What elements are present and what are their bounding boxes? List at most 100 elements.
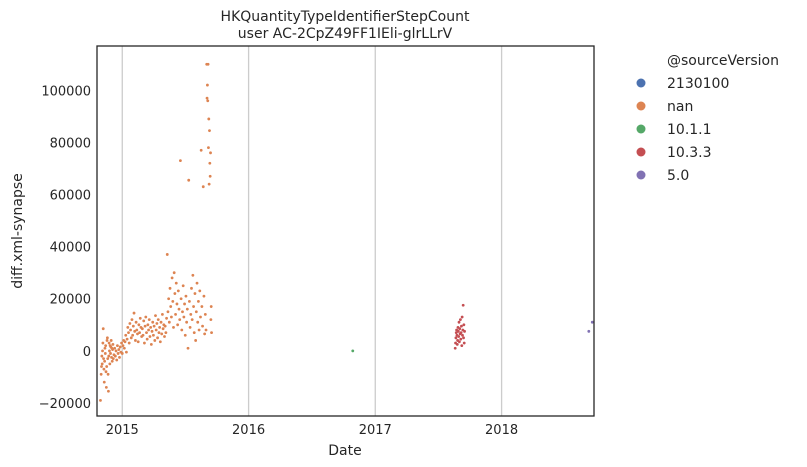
x-tick-label: 2016 (232, 423, 265, 438)
data-point (189, 312, 193, 316)
data-point (458, 327, 462, 331)
data-point (185, 307, 189, 311)
data-point (200, 305, 204, 308)
data-point (183, 302, 186, 306)
data-point (108, 349, 111, 353)
data-point (454, 331, 458, 335)
data-point (183, 333, 187, 337)
data-point (146, 323, 150, 327)
data-point (187, 178, 191, 182)
data-point (124, 333, 128, 337)
legend-marker (636, 147, 646, 157)
data-point (194, 310, 198, 314)
data-point (118, 355, 121, 359)
data-point (208, 129, 211, 133)
data-point (103, 346, 107, 350)
data-point (107, 354, 111, 358)
data-point (461, 333, 464, 337)
data-point (169, 305, 173, 308)
legend-marker (636, 170, 646, 180)
data-point (176, 289, 180, 293)
grid-lines (121, 46, 503, 416)
data-point (120, 352, 124, 355)
legend-label: 10.3.3 (667, 145, 712, 161)
data-point (462, 323, 466, 327)
legend-marker (636, 101, 646, 111)
data-point (156, 318, 160, 321)
data-point (126, 326, 130, 329)
data-point (118, 345, 122, 349)
data-point (157, 331, 161, 335)
data-point (149, 326, 153, 329)
data-point (152, 324, 156, 328)
data-point (131, 333, 135, 337)
x-tick-labels: 2015 2016 2017 2018 (106, 423, 518, 438)
data-point (456, 329, 460, 333)
y-tick-label: 100000 (41, 84, 91, 99)
y-tick-label: 60000 (50, 189, 91, 204)
data-point (153, 339, 157, 342)
y-tick-labels: −20000 0 20000 40000 60000 80000 100000 (39, 84, 91, 412)
data-point (174, 281, 178, 285)
data-point (100, 354, 104, 358)
x-tick-label: 2018 (485, 423, 518, 438)
data-point (102, 380, 106, 384)
data-point (117, 348, 121, 351)
data-point (154, 314, 157, 318)
legend-title: @sourceVersion (667, 53, 779, 69)
data-point (127, 341, 131, 345)
data-point (165, 316, 168, 320)
data-point (161, 312, 164, 316)
data-point (138, 331, 141, 335)
data-point (459, 318, 462, 321)
data-point (102, 367, 106, 371)
data-point (460, 344, 464, 348)
x-tick-label: 2017 (359, 423, 392, 438)
data-point (105, 336, 109, 340)
data-point (181, 310, 184, 314)
data-point (191, 273, 195, 277)
data-point (158, 340, 162, 344)
data-point (587, 329, 591, 333)
data-point (193, 292, 197, 295)
data-point (197, 328, 201, 332)
data-point (188, 326, 192, 329)
data-point (462, 341, 466, 345)
legend-marker (636, 78, 646, 88)
data-point (188, 299, 191, 303)
data-point (109, 339, 113, 342)
data-point (175, 302, 179, 306)
data-point (461, 303, 465, 307)
data-point (460, 324, 463, 328)
data-point (165, 253, 169, 256)
data-point (136, 340, 140, 344)
data-point (114, 349, 118, 353)
data-point (129, 336, 133, 340)
data-point (100, 362, 104, 366)
data-point (197, 299, 200, 303)
data-point (147, 318, 151, 321)
data-point (101, 327, 105, 331)
data-point (172, 326, 175, 329)
legend-marker (636, 124, 646, 134)
data-point (210, 331, 213, 335)
data-point (103, 352, 107, 355)
data-point (105, 365, 109, 368)
data-point (104, 385, 108, 389)
data-point (110, 359, 114, 363)
data-point (455, 342, 459, 346)
data-point (111, 357, 115, 361)
y-tick-label: 20000 (50, 293, 91, 308)
data-point (202, 294, 206, 298)
data-point (208, 161, 212, 165)
data-point (198, 289, 202, 293)
data-point (181, 284, 185, 288)
data-point (199, 315, 202, 319)
data-point (120, 341, 123, 345)
data-point (192, 305, 195, 308)
data-point (206, 62, 210, 66)
data-point (129, 328, 132, 332)
data-point (143, 341, 146, 345)
legend-label: 5.0 (667, 168, 689, 184)
data-point (142, 319, 146, 323)
